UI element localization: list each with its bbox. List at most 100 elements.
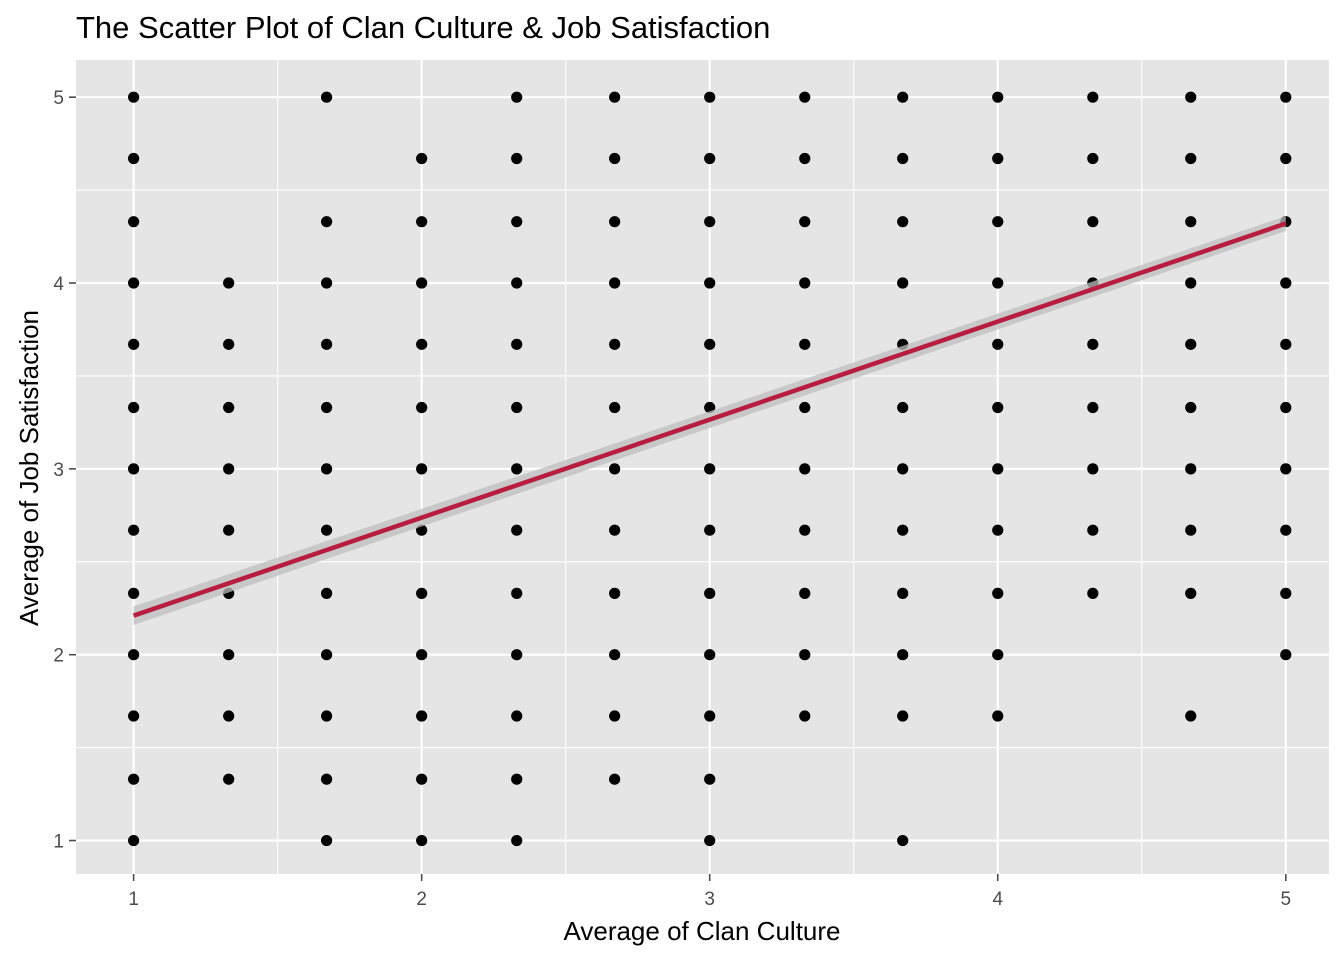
data-point	[897, 152, 909, 165]
x-tick-label: 1	[128, 889, 139, 910]
data-point	[992, 216, 1004, 228]
data-point	[897, 91, 909, 103]
data-point	[1185, 216, 1197, 228]
data-point	[128, 338, 140, 350]
data-point	[799, 710, 811, 722]
data-point	[1280, 277, 1292, 289]
data-point	[128, 216, 140, 228]
y-tick-label: 3	[53, 460, 64, 481]
data-point	[416, 152, 428, 165]
data-point	[511, 152, 523, 165]
data-point	[416, 587, 428, 599]
data-point	[609, 91, 621, 103]
data-point	[321, 587, 333, 599]
data-point	[992, 587, 1004, 599]
data-point	[897, 649, 909, 661]
data-point	[511, 710, 523, 722]
data-point	[128, 710, 140, 722]
data-point	[128, 649, 140, 661]
data-point	[799, 277, 811, 289]
data-point	[897, 710, 909, 722]
data-point	[609, 649, 621, 661]
data-point	[1280, 524, 1292, 536]
data-point	[1185, 463, 1197, 475]
data-point	[1185, 401, 1197, 414]
data-point	[704, 91, 716, 103]
data-point	[511, 277, 523, 289]
data-point	[511, 773, 523, 785]
data-point	[609, 710, 621, 722]
data-point	[609, 524, 621, 536]
y-axis-ticks: 1 2 3 4 5	[53, 88, 76, 853]
plot-panel	[76, 60, 1329, 874]
data-point	[992, 91, 1004, 103]
data-point	[704, 277, 716, 289]
data-point	[321, 91, 333, 103]
data-point	[799, 649, 811, 661]
data-point	[321, 216, 333, 228]
data-point	[511, 524, 523, 536]
data-point	[704, 152, 716, 165]
data-point	[128, 773, 140, 785]
data-point	[609, 338, 621, 350]
data-point	[511, 216, 523, 228]
data-point	[321, 463, 333, 475]
data-point	[897, 587, 909, 599]
data-point	[992, 463, 1004, 475]
chart-title: The Scatter Plot of Clan Culture & Job S…	[76, 10, 770, 45]
data-point	[1087, 524, 1099, 536]
data-point	[223, 277, 235, 289]
data-point	[1087, 338, 1099, 350]
data-point	[321, 710, 333, 722]
data-point	[223, 463, 235, 475]
data-point	[992, 710, 1004, 722]
data-point	[128, 401, 140, 414]
data-point	[609, 463, 621, 475]
data-point	[799, 216, 811, 228]
data-point	[1280, 401, 1292, 414]
data-point	[321, 401, 333, 414]
data-point	[416, 338, 428, 350]
data-point	[704, 216, 716, 228]
data-point	[609, 773, 621, 785]
data-point	[897, 524, 909, 536]
data-point	[897, 216, 909, 228]
data-point	[704, 834, 716, 847]
data-point	[1087, 463, 1099, 475]
data-point	[704, 463, 716, 475]
data-point	[416, 463, 428, 475]
data-point	[992, 401, 1004, 414]
x-axis-label: Average of Clan Culture	[563, 916, 840, 946]
y-tick-label: 5	[53, 88, 64, 109]
data-point	[704, 773, 716, 785]
data-point	[897, 401, 909, 414]
data-points	[128, 91, 1292, 847]
x-tick-label: 4	[992, 889, 1003, 910]
data-point	[799, 152, 811, 165]
data-point	[1280, 463, 1292, 475]
data-point	[1087, 216, 1099, 228]
data-point	[992, 649, 1004, 661]
data-point	[321, 649, 333, 661]
data-point	[799, 463, 811, 475]
data-point	[704, 649, 716, 661]
data-point	[992, 524, 1004, 536]
data-point	[128, 834, 140, 847]
regression-fit	[132, 216, 1287, 625]
regression-line	[132, 221, 1287, 618]
data-point	[609, 587, 621, 599]
data-point	[223, 649, 235, 661]
data-point	[321, 277, 333, 289]
data-point	[511, 338, 523, 350]
data-point	[511, 91, 523, 103]
y-tick-label: 4	[53, 274, 64, 295]
x-tick-label: 2	[416, 889, 427, 910]
data-point	[1280, 91, 1292, 103]
x-tick-label: 5	[1281, 889, 1292, 910]
data-point	[704, 338, 716, 350]
data-point	[128, 152, 140, 165]
data-point	[1185, 524, 1197, 536]
data-point	[799, 401, 811, 414]
data-point	[799, 524, 811, 536]
data-point	[511, 834, 523, 847]
